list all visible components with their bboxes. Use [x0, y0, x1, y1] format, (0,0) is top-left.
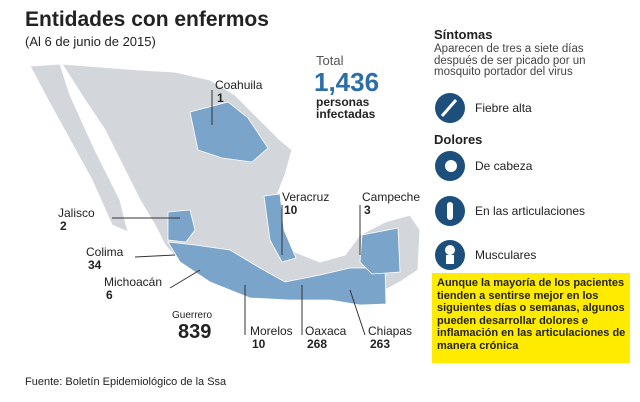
symptom: De cabeza: [475, 159, 533, 173]
state-campeche: [359, 227, 401, 275]
total-label: Total: [316, 53, 344, 68]
state-cases: 3: [364, 203, 371, 217]
state-name: Coahuila: [215, 78, 263, 92]
country-outline: [29, 63, 421, 306]
symptom: En las articulaciones: [475, 204, 586, 218]
state-cases: 1: [217, 91, 224, 105]
sidebar-description: Aparecen de tres a siete días después de…: [434, 43, 586, 78]
state-cases: 34: [88, 258, 102, 272]
state-cases: 2: [60, 219, 67, 233]
total-unit: personas infectadas: [316, 95, 376, 121]
state-name: Campeche: [362, 190, 421, 204]
note-box: [432, 273, 630, 363]
state-cases: 10: [284, 203, 298, 217]
state-veracruz: [263, 193, 297, 263]
total-value: 1,436: [314, 67, 380, 97]
symptom: Fiebre alta: [475, 101, 532, 115]
sidebar-title: Síntomas: [434, 27, 493, 42]
state-name: Veracruz: [282, 190, 330, 204]
state-cases: 10: [252, 337, 266, 351]
icons: [435, 93, 465, 270]
title: Entidades con enfermos: [25, 8, 269, 31]
state-cases: 6: [106, 288, 113, 302]
state-name: Chiapas: [368, 324, 413, 338]
note: Aunque la mayoría de los pacientes tiend…: [437, 277, 626, 352]
state-name: Morelos: [250, 324, 293, 338]
state-coahuila: [189, 101, 269, 163]
pains-title: Dolores: [434, 132, 483, 147]
leader-lines: [112, 90, 366, 336]
state-name: Oaxaca: [305, 324, 347, 338]
state-name: Jalisco: [58, 206, 95, 220]
state-pacific: [167, 241, 387, 306]
source: Fuente: Boletín Epidemiológico de la Ssa: [25, 376, 227, 388]
state-name: Michoacán: [104, 275, 163, 289]
state-name: Colima: [86, 245, 124, 259]
state-cases: 268: [307, 337, 328, 351]
affected-states: [167, 101, 401, 306]
state-cases: 839: [178, 321, 212, 343]
state-name: Guerrero: [172, 310, 213, 321]
symptom: Musculares: [475, 248, 537, 262]
subtitle: (Al 6 de junio de 2015): [25, 34, 156, 49]
state-cases: 263: [370, 337, 391, 351]
